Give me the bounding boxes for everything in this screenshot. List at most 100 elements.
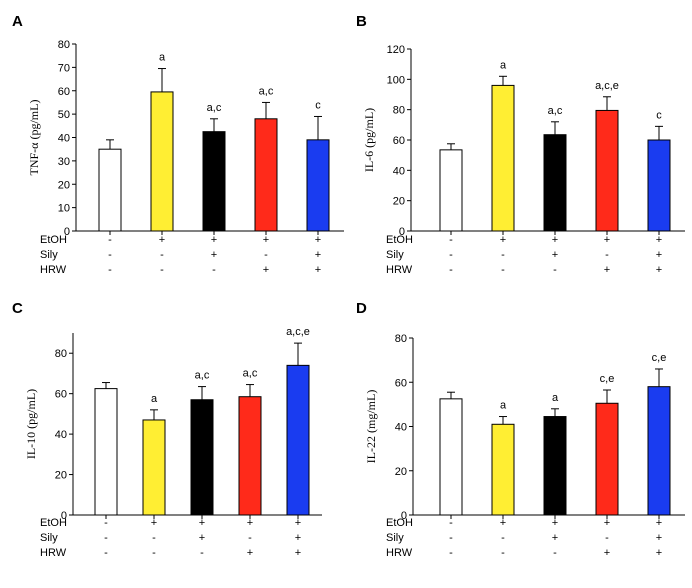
panel-b-y-tick-label: 0 bbox=[399, 226, 405, 238]
panel-a-condition-label-etoh: EtOH bbox=[40, 234, 67, 246]
panel-c-significance-label: a,c,e bbox=[286, 326, 310, 338]
panel-a-bar bbox=[150, 91, 174, 232]
panel-c-bar bbox=[142, 419, 166, 516]
panel-d-y-tick-label: 0 bbox=[401, 510, 407, 522]
panel-c-condition-mark: - bbox=[104, 547, 108, 559]
panel-a-condition-mark: - bbox=[108, 264, 112, 276]
panel-b-letter: B bbox=[356, 13, 367, 30]
panel-c-y-tick-label: 60 bbox=[55, 389, 67, 401]
panel-a-condition-label-sily: Sily bbox=[40, 249, 58, 261]
panel-a-condition-mark: + bbox=[315, 234, 321, 246]
panel-c-condition-mark: + bbox=[295, 532, 301, 544]
panel-b-significance-label: a,c,e bbox=[595, 80, 619, 92]
panel-d-bar bbox=[647, 386, 671, 516]
panel-b-condition-mark: + bbox=[552, 234, 558, 246]
panel-c-condition-mark: + bbox=[199, 532, 205, 544]
panel-d-condition-mark: + bbox=[656, 532, 662, 544]
panel-b-condition-mark: + bbox=[656, 234, 662, 246]
panel-d-y-label: IL-22 (mg/mL) bbox=[364, 390, 378, 464]
panel-c-y-tick-label: 80 bbox=[55, 348, 67, 360]
panel-d-condition-mark: + bbox=[656, 517, 662, 529]
panel-b-condition-mark: - bbox=[449, 234, 453, 246]
panel-b-condition-mark: + bbox=[500, 234, 506, 246]
panel-b-y-tick-label: 80 bbox=[393, 105, 405, 117]
panel-b-condition-mark: - bbox=[449, 264, 453, 276]
panel-b-bar bbox=[647, 139, 671, 232]
panel-a-bar bbox=[98, 148, 122, 232]
panel-a-y-label: TNF-α (pg/mL) bbox=[27, 100, 41, 176]
panel-d-condition-label-hrw: HRW bbox=[386, 547, 413, 559]
panel-c-condition-mark: + bbox=[151, 517, 157, 529]
panel-c-condition-mark: + bbox=[247, 547, 253, 559]
panel-b-bar bbox=[595, 109, 619, 232]
panel-b-condition-label-hrw: HRW bbox=[386, 264, 413, 276]
panel-d-condition-mark: + bbox=[604, 517, 610, 529]
panel-d-significance-label: a bbox=[500, 400, 507, 412]
panel-d-bar bbox=[491, 423, 515, 516]
panel-a-y-tick-label: 60 bbox=[58, 86, 70, 98]
panel-b-y-tick-label: 40 bbox=[393, 165, 405, 177]
panel-c-condition-mark: + bbox=[247, 517, 253, 529]
panel-a-bar bbox=[254, 118, 278, 232]
panel-c-letter: C bbox=[12, 300, 23, 317]
panel-b-significance-label: c bbox=[656, 109, 662, 121]
panel-a-condition-mark: + bbox=[159, 234, 165, 246]
panel-c-condition-mark: + bbox=[295, 517, 301, 529]
panel-d-condition-mark: - bbox=[501, 532, 505, 544]
panel-d-y-tick-label: 60 bbox=[395, 377, 407, 389]
panel-a-y-tick-label: 40 bbox=[58, 133, 70, 145]
panel-d-bar bbox=[543, 416, 567, 516]
panel-a-condition-mark: - bbox=[212, 264, 216, 276]
panel-d-condition-mark: - bbox=[605, 532, 609, 544]
panel-c-y-label: IL-10 (pg/mL) bbox=[24, 389, 38, 459]
panel-a-condition-mark: + bbox=[315, 249, 321, 261]
panel-d-condition-mark: + bbox=[552, 532, 558, 544]
panel-c-y-tick-label: 0 bbox=[61, 510, 67, 522]
panel-d-y-tick-label: 80 bbox=[395, 333, 407, 345]
panel-a-condition-mark: + bbox=[211, 234, 217, 246]
panel-a-significance-label: a,c bbox=[259, 85, 274, 97]
panel-d-y-tick-label: 20 bbox=[395, 466, 407, 478]
panel-a-condition-mark: - bbox=[108, 234, 112, 246]
panel-b-bar bbox=[439, 149, 463, 232]
panel-b-significance-label: a bbox=[500, 59, 507, 71]
panel-b-y-tick-label: 20 bbox=[393, 196, 405, 208]
panel-c-bar bbox=[238, 396, 262, 516]
panel-d-condition-label-etoh: EtOH bbox=[386, 517, 413, 529]
panel-a-significance-label: c bbox=[315, 99, 321, 111]
panel-d-significance-label: c,e bbox=[600, 373, 615, 385]
panel-c-bar bbox=[190, 399, 214, 516]
panel-d-significance-label: c,e bbox=[652, 352, 667, 364]
panel-d-bar bbox=[439, 398, 463, 516]
panel-b-condition-mark: - bbox=[605, 249, 609, 261]
panel-b-y-tick-label: 120 bbox=[387, 44, 405, 56]
panel-a-y-tick-label: 80 bbox=[58, 39, 70, 51]
panel-b-condition-mark: + bbox=[656, 264, 662, 276]
panel-d-condition-mark: - bbox=[449, 547, 453, 559]
panel-a-bar bbox=[202, 131, 226, 232]
panel-d-condition-mark: + bbox=[552, 517, 558, 529]
panel-c-bar bbox=[94, 388, 118, 516]
panel-b-condition-mark: - bbox=[449, 249, 453, 261]
panel-c-condition-mark: + bbox=[199, 517, 205, 529]
panel-b-y-tick-label: 60 bbox=[393, 135, 405, 147]
panel-c-y-tick-label: 40 bbox=[55, 429, 67, 441]
panel-a-y-tick-label: 30 bbox=[58, 156, 70, 168]
panel-b-condition-mark: - bbox=[553, 264, 557, 276]
panel-b-condition-mark: + bbox=[604, 234, 610, 246]
panel-a-y-tick-label: 70 bbox=[58, 62, 70, 74]
panel-b-bar bbox=[543, 134, 567, 232]
panel-a-y-tick-label: 20 bbox=[58, 179, 70, 191]
panel-c-condition-mark: - bbox=[104, 517, 108, 529]
panel-b-bar bbox=[491, 84, 515, 232]
panel-a-condition-mark: - bbox=[264, 249, 268, 261]
panel-a-y-tick-label: 0 bbox=[64, 226, 70, 238]
panel-a-letter: A bbox=[12, 13, 23, 30]
panel-b-condition-mark: + bbox=[604, 264, 610, 276]
panel-d-letter: D bbox=[356, 300, 367, 317]
panel-a-y-tick-label: 10 bbox=[58, 203, 70, 215]
panel-a-condition-label-hrw: HRW bbox=[40, 264, 67, 276]
panel-c-condition-mark: - bbox=[152, 547, 156, 559]
panel-b-condition-mark: + bbox=[656, 249, 662, 261]
